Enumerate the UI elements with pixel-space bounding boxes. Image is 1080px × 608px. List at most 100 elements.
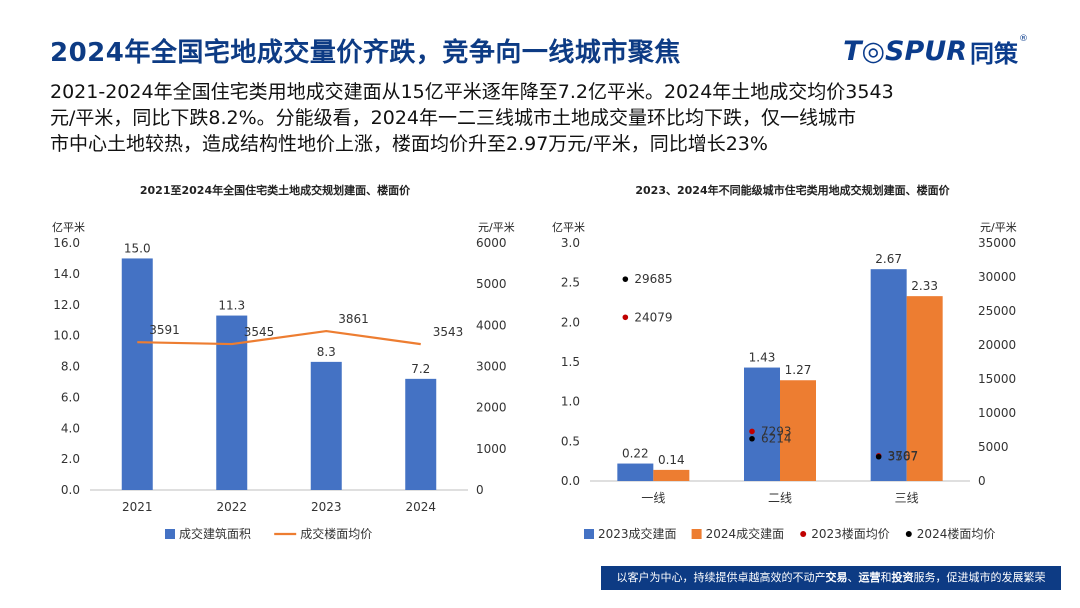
bar: [405, 378, 437, 490]
scatter-data-label: 29685: [634, 272, 672, 286]
scatter-point: [622, 276, 629, 282]
series-line: [137, 329, 421, 346]
footer-banner: 以客户为中心，持续提供卓越高效的不动产交易、运营和投资服务，促进城市的发展繁荣: [601, 566, 1061, 590]
footer-sep-2: 和: [880, 571, 892, 584]
y-tick-label: 14.0: [53, 267, 80, 281]
y-tick-label: 3.0: [561, 236, 580, 250]
y-axis-unit-label: 亿平米: [52, 221, 85, 234]
bar: [906, 296, 943, 481]
bar: [653, 469, 690, 481]
scatter-point: [749, 428, 755, 435]
bar-data-label: 0.22: [622, 447, 649, 461]
x-tick-label: 2023: [311, 500, 342, 514]
legend-label: 2023楼面均价: [811, 526, 890, 541]
legend-swatch: [584, 529, 594, 539]
x-tick-label: 2024: [405, 500, 436, 514]
bar-data-label: 2.33: [911, 279, 938, 293]
y-tick-label: 1.5: [561, 355, 580, 369]
bar: [310, 361, 342, 490]
scatter-data-label: 3707: [888, 449, 919, 463]
summary-text: 2021-2024年全国住宅类用地成交建面从15亿平米逐年降至7.2亿平米。20…: [50, 79, 1040, 157]
bar-data-label: 7.2: [411, 362, 430, 376]
bar: [870, 269, 907, 481]
y-tick-label: 0.0: [561, 474, 580, 488]
y-axis-unit-label: 亿平米: [552, 221, 585, 234]
scatter-data-label: 3567: [888, 450, 919, 464]
y2-tick-label: 25000: [978, 304, 1016, 318]
y2-axis-unit-label: 元/平米: [980, 221, 1017, 234]
x-tick-label: 2021: [122, 500, 153, 514]
y-tick-label: 2.0: [561, 315, 580, 329]
y2-tick-label: 6000: [476, 236, 507, 250]
legend-swatch: [905, 531, 912, 537]
scatter-point: [875, 453, 882, 460]
bar: [617, 463, 654, 481]
bar-data-label: 2.67: [875, 252, 902, 266]
company-logo: T◎SPUR 同策 ®: [843, 34, 1028, 69]
legend-label: 2024楼面均价: [917, 526, 996, 541]
x-tick-label: 三线: [895, 491, 919, 505]
bar-data-label: 8.3: [317, 345, 336, 359]
x-tick-label: 二线: [768, 491, 792, 505]
bar: [744, 367, 780, 481]
y2-tick-label: 35000: [978, 236, 1016, 250]
y2-tick-label: 1000: [476, 442, 507, 456]
y2-tick-label: 2000: [476, 401, 507, 415]
logo-text: T◎SPUR: [843, 36, 967, 67]
x-tick-label: 一线: [641, 491, 665, 505]
scatter-data-label: 24079: [634, 310, 672, 324]
page-title: 2024年全国宅地成交量价齐跌，竞争向一线城市聚焦: [50, 38, 681, 68]
scatter-point: [622, 314, 629, 321]
y2-axis-unit-label: 元/平米: [478, 221, 515, 234]
y-tick-label: 2.5: [561, 276, 580, 290]
legend-label: 2024成交建面: [706, 526, 785, 541]
y-tick-label: 10.0: [53, 329, 80, 343]
bar-data-label: 15.0: [124, 241, 151, 255]
y-tick-label: 2.0: [61, 452, 80, 466]
registered-mark: ®: [1019, 34, 1028, 44]
summary-line-3: 市中心土地较热，造成结构性地价上涨，楼面均价升至2.97万元/平米，同比增长23…: [50, 133, 768, 155]
line-data-label: 3545: [244, 325, 275, 339]
y2-tick-label: 5000: [476, 277, 507, 291]
footer-text-2: 服务，促进城市的发展繁荣: [913, 571, 1046, 584]
bar-data-label: 11.3: [218, 299, 245, 313]
summary-line-2: 元/平米，同比下跌8.2%。分能级看，2024年一二三线城市土地成交量环比均下跌…: [50, 107, 857, 129]
legend-swatch: [800, 531, 807, 537]
x-tick-label: 2022: [216, 500, 247, 514]
bar: [121, 258, 153, 490]
y2-tick-label: 4000: [476, 318, 507, 332]
y-tick-label: 6.0: [61, 390, 80, 404]
summary-line-1: 2021-2024年全国住宅类用地成交建面从15亿平米逐年降至7.2亿平米。20…: [50, 81, 894, 103]
footer-bold-operation: 运营: [858, 571, 881, 584]
logo-cn-text: 同策: [970, 40, 1018, 68]
line-data-label: 3591: [149, 323, 180, 337]
y2-tick-label: 0: [476, 483, 484, 497]
y2-tick-label: 5000: [978, 440, 1009, 454]
y2-tick-label: 15000: [978, 372, 1016, 386]
y-tick-label: 8.0: [61, 360, 80, 374]
chart2-title: 2023、2024年不同能级城市住宅类用地成交规划建面、楼面价: [635, 184, 950, 197]
footer-text-1: 以客户为中心，持续提供卓越高效的不动产: [616, 571, 826, 584]
y2-tick-label: 20000: [978, 338, 1016, 352]
y-tick-label: 1.0: [561, 395, 580, 409]
y-tick-label: 4.0: [61, 421, 80, 435]
bar-data-label: 0.14: [658, 453, 685, 467]
line-data-label: 3543: [433, 325, 464, 339]
footer-bold-trade: 交易: [825, 571, 848, 584]
legend-label: 2023成交建面: [598, 526, 677, 541]
legend-label: 成交楼面均价: [300, 526, 372, 541]
y-tick-label: 0.5: [561, 434, 580, 448]
scatter-point: [749, 435, 755, 442]
y2-tick-label: 10000: [978, 406, 1016, 420]
chart1-title: 2021至2024年全国住宅类土地成交规划建面、楼面价: [139, 184, 411, 197]
bar-data-label: 1.43: [749, 351, 776, 365]
footer-sep-1: 、: [847, 571, 859, 584]
scatter-data-label: 6214: [761, 432, 792, 446]
legend-swatch: [165, 529, 175, 539]
footer-bold-investment: 投资: [891, 571, 914, 584]
bar-data-label: 1.27: [785, 363, 812, 377]
legend-swatch: [691, 529, 702, 539]
scatter-data-label: 7293: [761, 424, 792, 438]
y-tick-label: 0.0: [61, 483, 80, 497]
chart1-plot: 亿平米 元/平米 0.0 2.0 4.0 6.0 8.0 10.0 12.0 14.0 16.0 0 1…: [52, 221, 515, 541]
